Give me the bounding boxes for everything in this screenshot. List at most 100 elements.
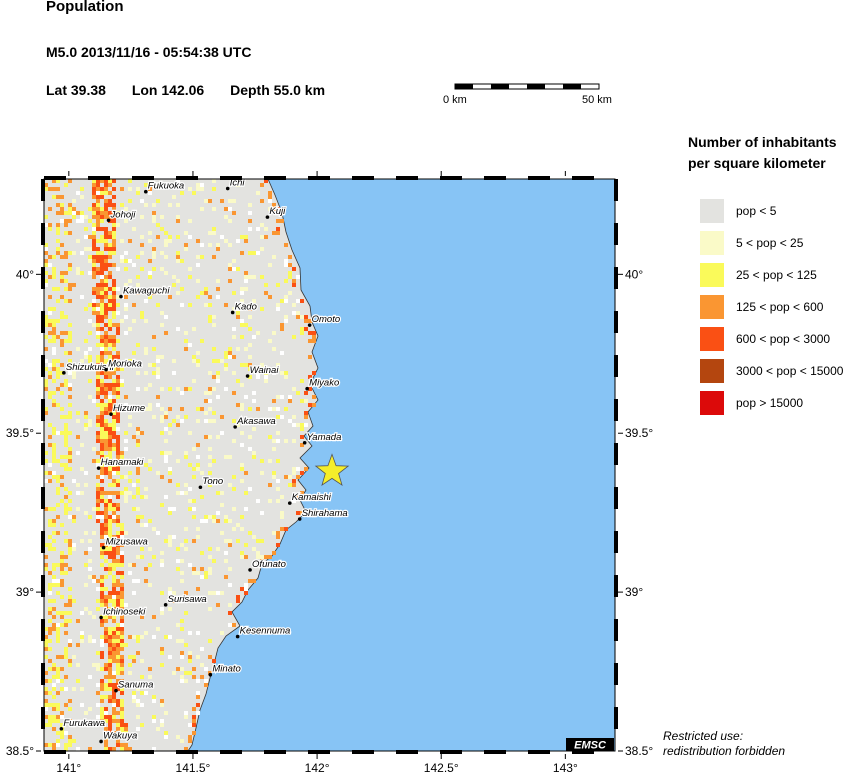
- city-marker: [235, 634, 240, 639]
- city-label: Kuji: [269, 206, 286, 217]
- epicenter-star-icon[interactable]: [314, 453, 350, 487]
- city-label: Sanuma: [118, 680, 153, 691]
- legend-item: 3000 < pop < 15000: [700, 359, 860, 383]
- city-marker: [208, 672, 213, 677]
- usage-notice-line2: redistribution forbidden: [663, 744, 786, 758]
- city-marker: [119, 294, 123, 299]
- legend-label: 3000 < pop < 15000: [736, 364, 844, 378]
- lat-tick-label-left: 39.5°: [6, 426, 34, 440]
- population-map[interactable]: Fukuoka Ichi Johoji Kuji Kawaguchi Kado Omoto S…: [0, 157, 660, 775]
- city-label: Kawaguchi: [123, 286, 170, 297]
- city-label: Wainai: [250, 365, 280, 376]
- legend-item: 25 < pop < 125: [700, 263, 860, 287]
- map-frame: [41, 176, 618, 754]
- city-label: Wakuya: [103, 730, 137, 741]
- city-label: Omoto: [312, 314, 341, 325]
- lat-tick-label-right: 40°: [625, 267, 643, 281]
- city-marker: [62, 371, 66, 375]
- city-marker: [109, 412, 113, 416]
- city-marker: [297, 517, 302, 521]
- city-label: Mizusawa: [106, 537, 148, 548]
- lat-tick-label-left: 40°: [16, 267, 34, 281]
- legend-label: 600 < pop < 3000: [736, 332, 831, 346]
- map-title: Population: [46, 0, 124, 15]
- lon-tick-label-bottom: 143°: [553, 761, 578, 775]
- location-info: Lat 39.38 Lon 142.06 Depth 55.0 km: [46, 82, 347, 98]
- legend-swatch: [700, 199, 724, 223]
- legend-item: 5 < pop < 25: [700, 231, 860, 255]
- density-cells: [44, 179, 316, 751]
- city-marker: [99, 615, 103, 620]
- city-label: Johoji: [110, 209, 137, 220]
- city-marker: [106, 218, 111, 223]
- legend-item: pop < 5: [700, 199, 860, 223]
- city-label: Yamada: [307, 432, 342, 443]
- legend-swatch: [700, 295, 724, 319]
- city-marker: [96, 466, 101, 470]
- city-label: Shizukuishi: [66, 362, 115, 373]
- svg-text:EMSC: EMSC: [574, 740, 607, 752]
- legend-item: 600 < pop < 3000: [700, 327, 860, 351]
- city-marker: [99, 739, 103, 744]
- city-marker: [143, 189, 148, 194]
- city-marker: [302, 440, 307, 445]
- city-marker: [248, 568, 252, 572]
- lon-tick-label-bottom: 142°: [305, 761, 330, 775]
- city-label: Fukuoka: [148, 181, 184, 192]
- emsc-logo: EMSC: [566, 738, 614, 752]
- city-marker: [198, 485, 203, 490]
- lat-tick-label-left: 39°: [16, 585, 34, 599]
- lon-tick-label-top: 141.5°: [176, 170, 211, 171]
- lat-tick-label-right: 38.5°: [625, 744, 653, 758]
- legend-swatch: [700, 263, 724, 287]
- lon-tick-label-top: 142°: [305, 170, 330, 171]
- lon-tick-label-top: 142.5°: [424, 170, 459, 171]
- legend-swatch: [700, 231, 724, 255]
- lat-tick-label-left: 38.5°: [6, 744, 34, 758]
- city-marker: [233, 425, 237, 429]
- city-label: Kesennuma: [240, 626, 291, 637]
- lon-tick-label-top: 141°: [56, 170, 81, 171]
- legend-label: 5 < pop < 25: [736, 236, 804, 250]
- lon-tick-label-bottom: 142.5°: [424, 761, 459, 775]
- lon-tick-label-bottom: 141.5°: [176, 761, 211, 775]
- lat-tick-label-right: 39°: [625, 585, 643, 599]
- lat-tick-label-right: 39.5°: [625, 426, 653, 440]
- city-label: Shirahama: [302, 508, 348, 519]
- legend-item: 125 < pop < 600: [700, 295, 860, 319]
- legend-swatch: [700, 359, 724, 383]
- city-marker: [305, 386, 309, 391]
- city-label: Miyako: [309, 378, 339, 389]
- city-label: Minato: [212, 664, 241, 675]
- city-label: Akasawa: [236, 416, 276, 427]
- city-label: Hanamaki: [101, 457, 145, 468]
- city-label: Kado: [235, 301, 257, 312]
- city-label: Morioka: [108, 359, 142, 370]
- city-marker: [163, 603, 168, 607]
- city-marker: [225, 186, 230, 191]
- city-marker: [287, 501, 292, 505]
- city-marker: [104, 367, 108, 372]
- legend-title-line2: per square kilometer: [688, 155, 826, 171]
- usage-notice: Restricted use: redistribution forbidden: [663, 729, 785, 759]
- legend-swatch: [700, 327, 724, 351]
- city-label: Ofunato: [252, 559, 286, 570]
- city-marker: [101, 545, 106, 550]
- latitude-value: Lat 39.38: [46, 82, 106, 98]
- scale-bar: 0 km 50 km: [440, 82, 620, 110]
- legend-label: 25 < pop < 125: [736, 268, 817, 282]
- city-label: Ichinoseki: [103, 607, 146, 618]
- legend-swatch: [700, 391, 724, 415]
- depth-value: Depth 55.0 km: [230, 82, 326, 98]
- city-label: Furukawa: [63, 718, 105, 729]
- legend-title-line1: Number of inhabitants: [688, 134, 837, 150]
- legend-title: Number of inhabitants per square kilomet…: [688, 132, 837, 174]
- legend-label: pop > 15000: [736, 396, 804, 410]
- legend-label: 125 < pop < 600: [736, 300, 824, 314]
- city-marker: [307, 323, 312, 327]
- scale-label-end: 50 km: [582, 94, 612, 106]
- city-label: Hizume: [113, 403, 145, 414]
- lon-tick-label-bottom: 141°: [56, 761, 81, 775]
